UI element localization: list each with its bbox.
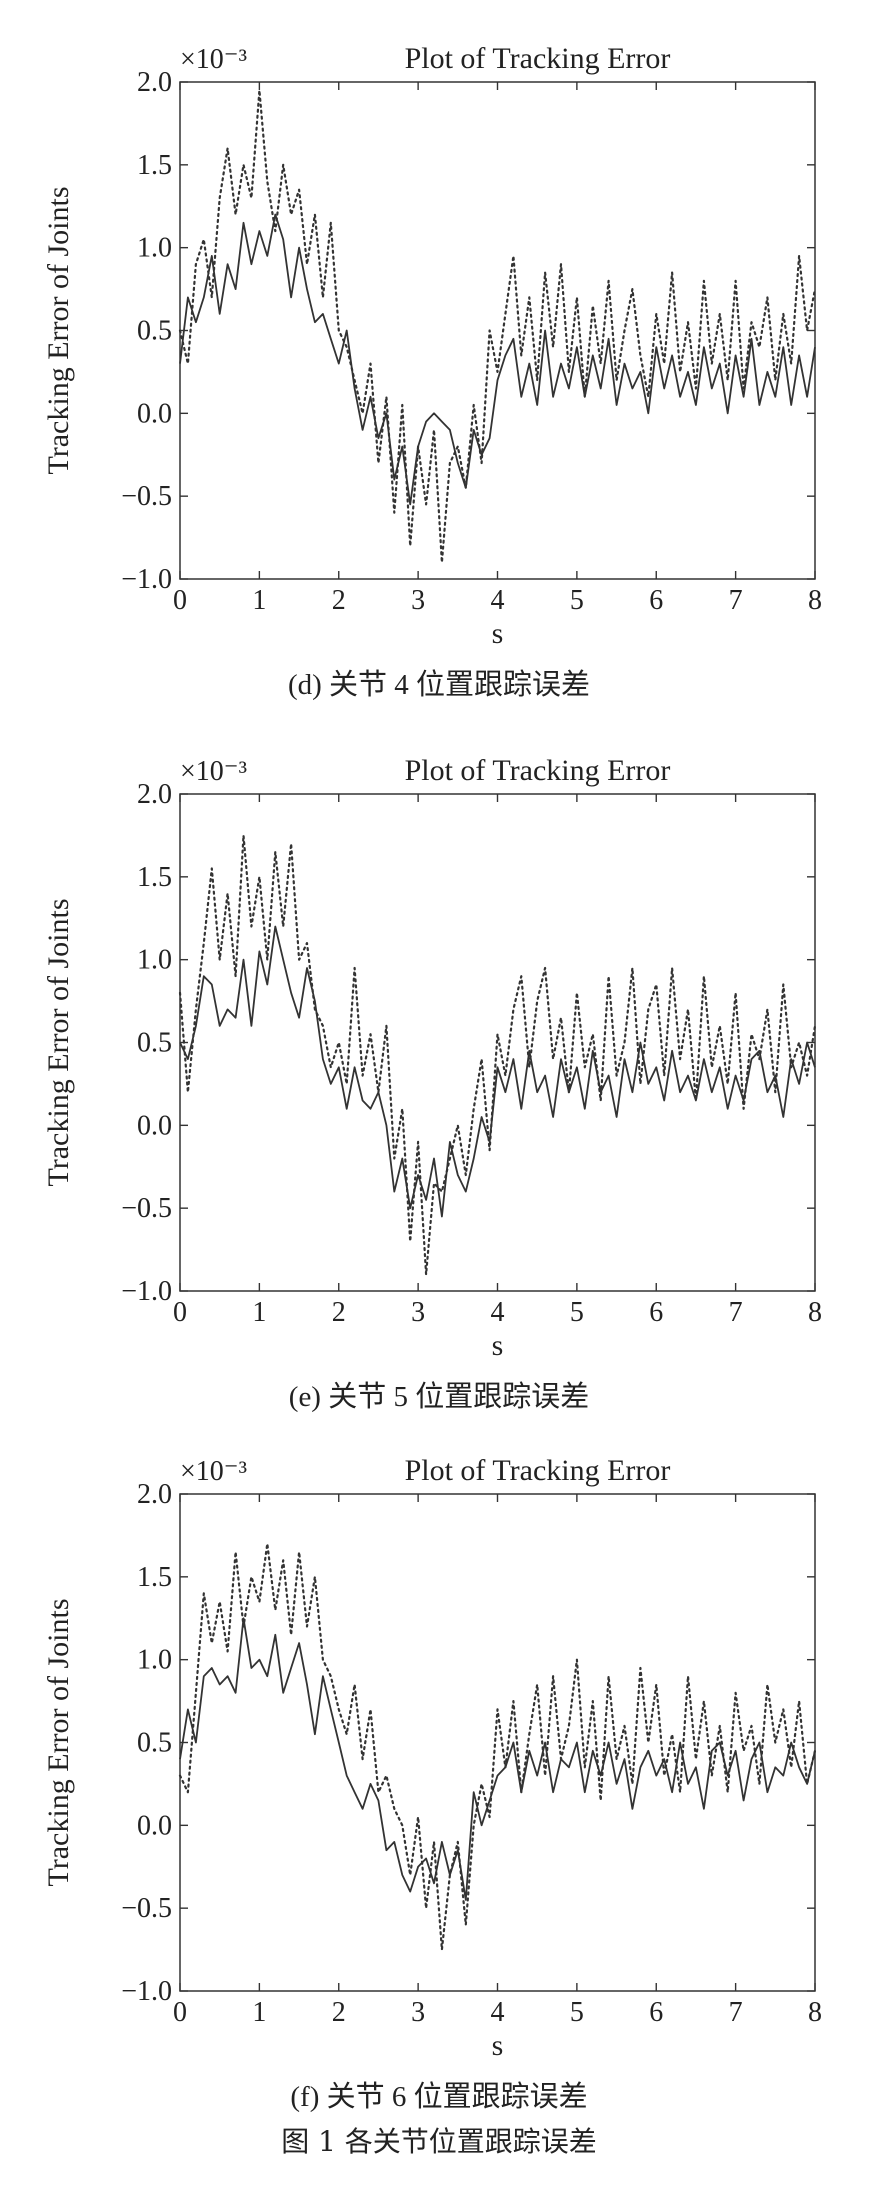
x-tick-label: 2 — [332, 585, 346, 616]
x-tick-label: 6 — [649, 585, 663, 616]
x-tick-label: 3 — [411, 1297, 425, 1328]
x-tick-label: 7 — [729, 1297, 743, 1328]
y-axis-label: Tracking Error of Joints — [42, 1598, 75, 1886]
y-tick-label: 0.0 — [137, 398, 172, 429]
panel-caption: (e) 关节 5 位置跟踪误差 — [289, 1380, 589, 1413]
y-tick-label: −0.5 — [121, 1893, 172, 1924]
y-tick-label: 1.5 — [137, 150, 172, 181]
series-line-dotted — [178, 1542, 817, 1951]
x-tick-label: 8 — [808, 1997, 822, 2028]
series-line-dotted — [178, 89, 817, 564]
y-tick-label: 2.0 — [137, 1479, 172, 1510]
y-tick-label: 1.0 — [137, 945, 172, 976]
x-tick-label: 7 — [729, 1997, 743, 2028]
y-tick-label: 1.5 — [137, 862, 172, 893]
y-tick-label: 2.0 — [137, 67, 172, 98]
axis-scale-note: ×10⁻³ — [180, 44, 247, 75]
y-tick-label: −0.5 — [121, 1193, 172, 1224]
y-tick-label: −1.0 — [121, 1976, 172, 2007]
y-tick-label: −0.5 — [121, 481, 172, 512]
x-tick-label: 4 — [491, 1297, 505, 1328]
y-tick-label: 1.5 — [137, 1562, 172, 1593]
y-tick-label: 0.0 — [137, 1110, 172, 1141]
x-tick-label: 8 — [808, 585, 822, 616]
x-tick-label: 8 — [808, 1297, 822, 1328]
x-axis-label: s — [492, 2029, 504, 2062]
series-line-solid — [179, 213, 816, 506]
x-tick-label: 1 — [252, 1297, 266, 1328]
chart-title: Plot of Tracking Error — [405, 754, 671, 787]
y-axis-label: Tracking Error of Joints — [42, 898, 75, 1186]
y-tick-label: −1.0 — [121, 564, 172, 595]
figure-caption: 图 1 各关节位置跟踪误差 — [281, 2125, 597, 2158]
x-tick-label: 4 — [491, 585, 505, 616]
y-tick-label: 1.0 — [137, 1645, 172, 1676]
y-tick-label: 0.5 — [137, 1028, 172, 1059]
chart-panel-d: 0 1 2 3 4 5 6 7 8 2.0 1.5 1.0 0.5 0.0 −0.5 −1.0 ×10⁻³ Plo… — [42, 42, 822, 701]
axis-scale-note: ×10⁻³ — [180, 1456, 247, 1487]
x-tick-label: 6 — [649, 1997, 663, 2028]
x-tick-label: 1 — [252, 1997, 266, 2028]
x-tick-label: 6 — [649, 1297, 663, 1328]
plot-frame — [179, 81, 816, 580]
x-tick-label: 2 — [332, 1297, 346, 1328]
axis-scale-note: ×10⁻³ — [180, 756, 247, 787]
y-tick-label: 0.5 — [137, 1728, 172, 1759]
y-tick-label: 0.0 — [137, 1810, 172, 1841]
x-tick-label: 3 — [411, 585, 425, 616]
x-tick-label: 0 — [173, 1997, 187, 2028]
chart-panel-f: 0 1 2 3 4 5 6 7 8 2.0 1.5 1.0 0.5 0.0 −0.5 −1.0 ×10⁻³ Plo… — [42, 1454, 822, 2113]
y-tick-label: 0.5 — [137, 316, 172, 347]
x-tick-label: 1 — [252, 585, 266, 616]
panel-caption: (f) 关节 6 位置跟踪误差 — [290, 2080, 587, 2113]
x-tick-label: 0 — [173, 585, 187, 616]
x-axis-label: s — [492, 1329, 504, 1362]
series-line-solid — [179, 925, 816, 1218]
series-line-solid — [179, 1617, 816, 1901]
x-tick-label: 5 — [570, 585, 584, 616]
series-line-dotted — [178, 834, 817, 1276]
x-tick-label: 4 — [491, 1997, 505, 2028]
x-tick-label: 5 — [570, 1997, 584, 2028]
x-tick-label: 0 — [173, 1297, 187, 1328]
chart-panel-e: 0 1 2 3 4 5 6 7 8 2.0 1.5 1.0 0.5 0.0 −0.5 −1.0 ×10⁻³ Plo… — [42, 754, 822, 1413]
y-tick-label: 2.0 — [137, 779, 172, 810]
y-axis-label: Tracking Error of Joints — [42, 186, 75, 474]
chart-title: Plot of Tracking Error — [405, 42, 671, 75]
x-tick-label: 7 — [729, 585, 743, 616]
x-tick-label: 5 — [570, 1297, 584, 1328]
chart-title: Plot of Tracking Error — [405, 1454, 671, 1487]
y-tick-label: −1.0 — [121, 1276, 172, 1307]
x-tick-label: 3 — [411, 1997, 425, 2028]
x-tick-label: 2 — [332, 1997, 346, 2028]
y-tick-label: 1.0 — [137, 233, 172, 264]
x-axis-label: s — [492, 617, 504, 650]
panel-caption: (d) 关节 4 位置跟踪误差 — [288, 668, 590, 701]
